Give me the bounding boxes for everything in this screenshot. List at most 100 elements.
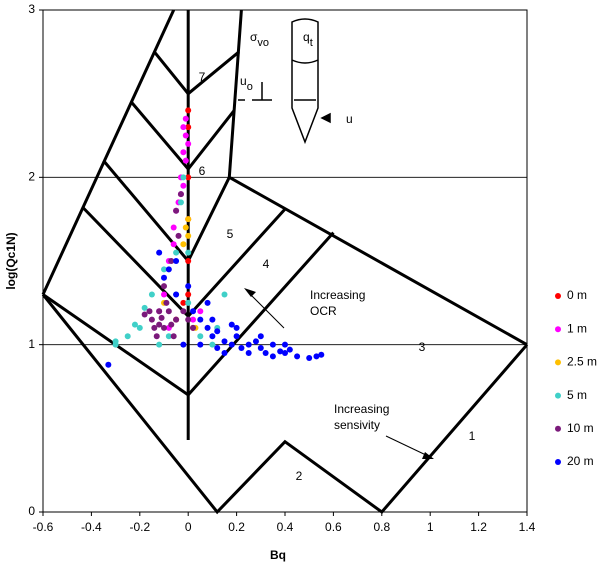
data-point <box>180 299 187 306</box>
data-point <box>170 224 177 231</box>
piezocone-icon <box>238 18 331 145</box>
data-point <box>170 333 177 340</box>
data-point <box>163 299 170 306</box>
data-point <box>197 316 204 323</box>
data-point <box>165 308 172 315</box>
data-point <box>161 324 167 331</box>
zone-label: 3 <box>419 340 426 354</box>
y-tick-label: 0 <box>28 504 35 518</box>
data-point <box>168 258 175 264</box>
x-tick-label: 0.8 <box>373 520 390 534</box>
data-point <box>257 333 264 340</box>
data-point <box>252 338 259 345</box>
x-tick-label: 1 <box>427 520 434 534</box>
icon-label-main: u <box>346 112 353 126</box>
data-point <box>161 291 167 298</box>
data-point <box>197 341 204 348</box>
icon-label: qt <box>303 30 313 49</box>
zone-label: 4 <box>263 257 270 271</box>
zone-boundary <box>102 159 231 264</box>
legend-marker <box>555 293 561 299</box>
data-point <box>156 308 163 315</box>
legend-marker <box>555 359 561 366</box>
data-point <box>177 191 184 198</box>
y-axis-label: log(Qc1N) <box>4 232 18 289</box>
data-point <box>209 341 216 348</box>
icon-label: uo <box>240 74 253 93</box>
data-point <box>221 350 228 357</box>
legend-marker <box>555 425 561 432</box>
legend-label: 0 m <box>567 288 587 302</box>
data-point <box>282 350 288 357</box>
data-point <box>158 314 165 321</box>
data-point <box>318 351 325 358</box>
data-point <box>141 311 148 318</box>
data-point <box>185 299 192 306</box>
x-tick-label: -0.6 <box>33 520 54 534</box>
data-point <box>277 348 284 355</box>
data-point <box>180 341 187 348</box>
data-point <box>182 115 189 122</box>
annotation: Increasing <box>334 402 389 416</box>
icon-label-sub: vo <box>257 37 269 49</box>
data-point <box>165 333 172 340</box>
data-point <box>185 316 192 323</box>
x-tick-label: 0.2 <box>228 520 245 534</box>
data-point <box>182 224 189 231</box>
x-tick-label: 1.4 <box>519 520 536 534</box>
data-point <box>148 316 155 323</box>
data-point <box>221 338 228 345</box>
data-point <box>185 174 192 181</box>
x-axis-label: Bq <box>270 548 286 562</box>
icon-label: u <box>346 112 353 126</box>
data-point <box>156 321 163 328</box>
icon-label-main: q <box>303 30 310 44</box>
data-point <box>221 291 228 298</box>
data-point <box>204 324 211 331</box>
data-point <box>245 341 252 348</box>
icon-label-sub: o <box>247 81 253 93</box>
data-point <box>190 316 197 323</box>
data-point <box>180 124 187 131</box>
data-point <box>185 124 192 131</box>
data-point <box>313 353 320 360</box>
data-point <box>306 355 313 362</box>
x-tick-label: 1.2 <box>470 520 487 534</box>
data-point <box>286 346 293 353</box>
data-point <box>238 345 245 352</box>
data-point <box>180 308 187 315</box>
legend-label: 5 m <box>567 388 587 402</box>
legend-label: 10 m <box>567 421 594 435</box>
data-point <box>190 324 197 331</box>
data-point <box>177 199 184 206</box>
zone-label: 5 <box>227 227 234 241</box>
data-point <box>151 324 158 331</box>
data-point <box>185 258 192 264</box>
zone-boundary <box>41 9 176 296</box>
data-point <box>204 299 211 306</box>
data-point <box>131 321 138 328</box>
data-point <box>161 283 167 290</box>
data-point <box>185 283 192 290</box>
icon-label-main: u <box>240 74 247 88</box>
plot-frame <box>42 9 528 513</box>
data-point <box>282 341 288 348</box>
y-tick-label: 3 <box>28 2 35 16</box>
annotation: Increasing <box>310 288 365 302</box>
y-tick-label: 2 <box>28 170 35 184</box>
data-point <box>180 182 187 189</box>
zone-boundary <box>130 101 236 172</box>
data-point <box>170 241 177 248</box>
legend-marker <box>555 459 561 465</box>
data-point <box>105 361 112 368</box>
data-point <box>161 274 167 281</box>
data-point <box>168 321 175 328</box>
zone-label: 1 <box>469 429 476 443</box>
data-point <box>148 291 155 298</box>
x-tick-label: -0.2 <box>129 520 150 534</box>
data-point <box>209 316 216 323</box>
data-point <box>185 291 192 298</box>
data-point <box>228 341 235 348</box>
legend-label: 2.5 m <box>567 355 597 369</box>
data-point <box>214 345 221 352</box>
